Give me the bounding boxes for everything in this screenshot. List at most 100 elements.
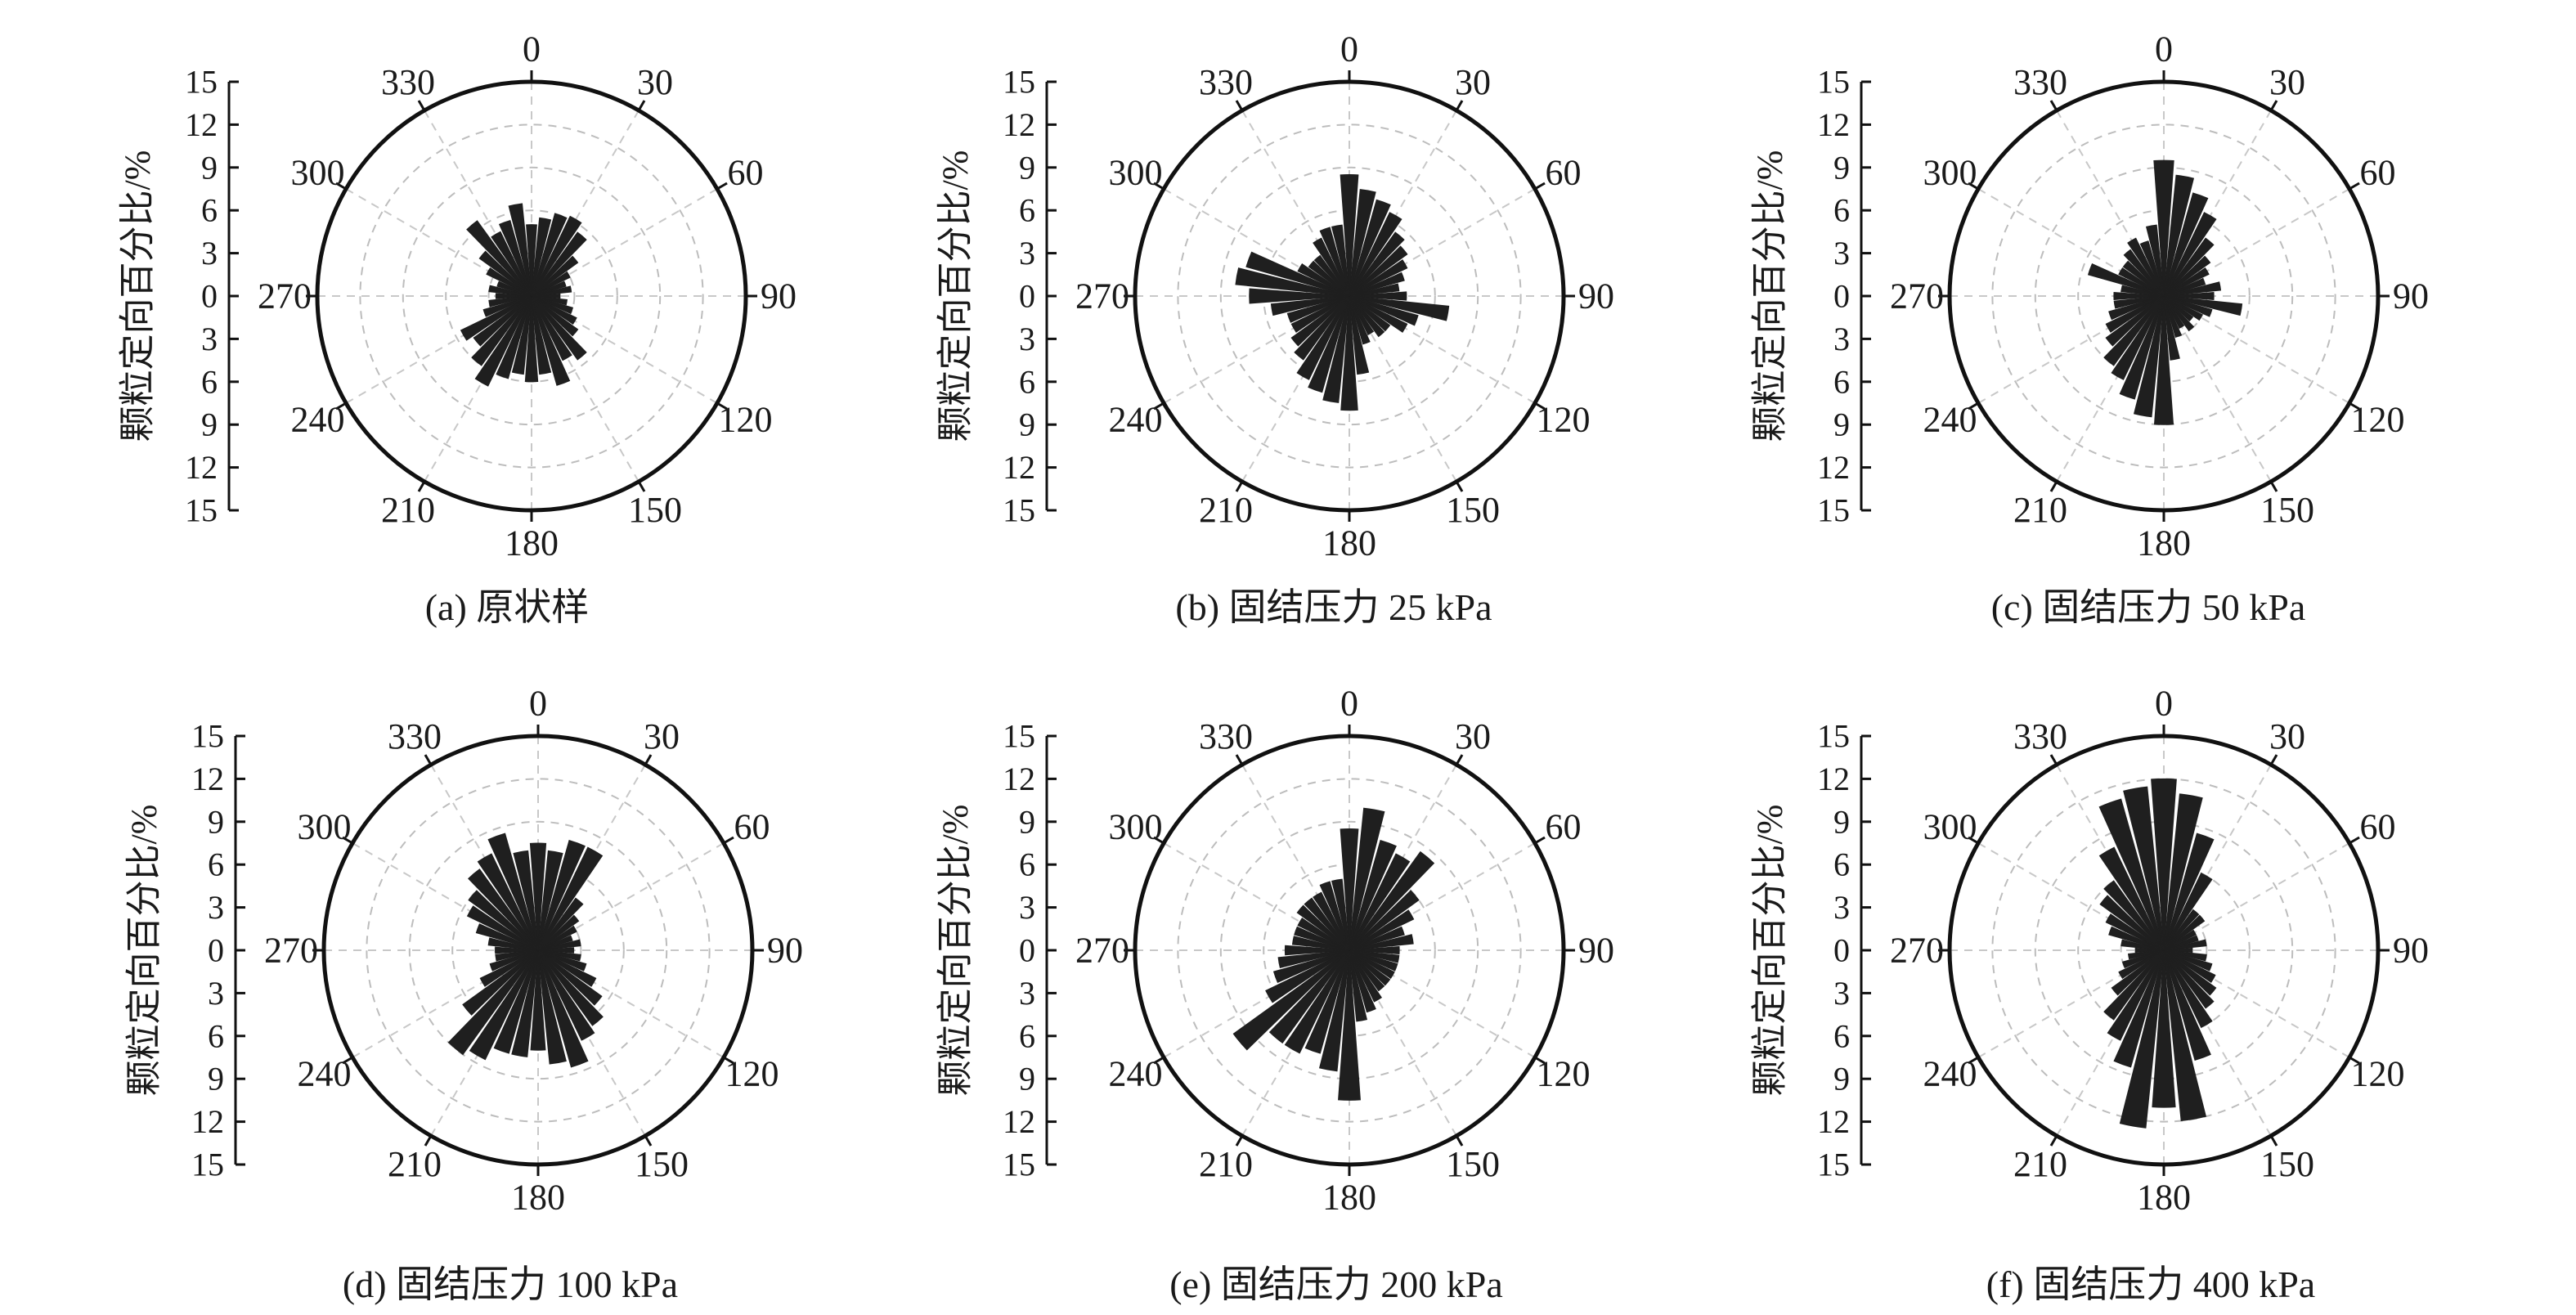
bar <box>2163 935 2199 951</box>
angle-tick-label: 150 <box>2260 490 2314 530</box>
bar <box>531 231 587 297</box>
angle-tick-label: 300 <box>290 153 344 193</box>
angle-tick-label: 180 <box>1322 523 1376 563</box>
radial-tick-label: 12 <box>1817 106 1850 143</box>
bar <box>524 295 539 383</box>
grid-ring <box>2120 906 2208 994</box>
angle-tick <box>1534 836 1546 845</box>
radial-tick-label: 12 <box>1003 449 1035 486</box>
bar <box>537 949 603 1006</box>
bar <box>2152 949 2176 1108</box>
radial-tick-label: 9 <box>1833 803 1850 840</box>
bar <box>537 949 597 987</box>
y-axis-label: 颗粒定向百分比/% <box>936 150 976 442</box>
radial-tick-label: 6 <box>201 192 218 229</box>
bar <box>2119 295 2165 400</box>
bar <box>2111 295 2165 380</box>
bar <box>531 215 582 297</box>
bar <box>466 220 532 297</box>
angle-tick-label: 150 <box>2260 1144 2314 1184</box>
bar <box>1291 936 1350 951</box>
radial-tick-label: 15 <box>1817 492 1850 529</box>
grid-ring <box>1177 778 1522 1123</box>
bar <box>508 203 532 297</box>
grid-ring <box>366 778 711 1123</box>
bar <box>537 839 586 951</box>
angle-tick-label: 330 <box>381 62 435 102</box>
radial-tick-label: 15 <box>1003 492 1035 529</box>
radial-axis: 15 12 9 6 3 0 3 6 9 12 15 <box>1003 64 1057 529</box>
radial-tick-label: 15 <box>1003 718 1035 755</box>
radial-axis: 15 12 9 6 3 0 3 6 9 12 15 <box>185 64 239 529</box>
radial-tick-label: 0 <box>208 932 224 969</box>
bar <box>1349 189 1376 297</box>
bar <box>479 949 539 987</box>
radial-tick-label: 3 <box>1019 889 1035 926</box>
bar <box>1349 909 1415 951</box>
bar <box>1349 231 1405 297</box>
angle-tick <box>2049 754 2058 765</box>
radial-tick-label: 0 <box>201 278 218 315</box>
angle-tick-label: 240 <box>297 1054 351 1094</box>
bar <box>466 905 539 951</box>
bar <box>531 295 572 361</box>
bar <box>2163 949 2215 1009</box>
bar <box>1284 945 1350 956</box>
bar <box>2151 778 2177 951</box>
bar <box>529 842 547 951</box>
bar <box>537 949 587 972</box>
bar <box>1349 272 1405 297</box>
angle-tick <box>1153 836 1165 845</box>
angle-tick-label: 300 <box>1108 807 1162 847</box>
bar <box>2118 949 2165 980</box>
bar <box>531 295 579 337</box>
radial-tick-label: 15 <box>191 1147 224 1183</box>
radial-tick-label: 12 <box>1817 1103 1850 1140</box>
radial-tick-label: 3 <box>1019 975 1035 1012</box>
bar <box>1297 918 1350 951</box>
bar <box>2163 949 2207 1122</box>
bar <box>1340 828 1359 951</box>
panel-c: 0 30 60 90 120 150 180 210 240 270 300 330 15 12 9 6 3 0 3… <box>1632 0 2491 658</box>
panel-d: 0 30 60 90 120 150 180 210 240 270 300 330 15 12 9 6 3 0 3… <box>7 654 865 1312</box>
bar <box>496 295 532 379</box>
panel-b: 0 30 60 90 120 150 180 210 240 270 300 330 15 12 9 6 3 0 3… <box>818 0 1676 658</box>
angle-tick-label: 240 <box>1108 1054 1162 1094</box>
radial-tick-label: 12 <box>1817 449 1850 486</box>
bar <box>537 914 580 951</box>
bar <box>1349 850 1435 951</box>
bar <box>2163 295 2194 322</box>
bar <box>1349 295 1370 375</box>
bar <box>2163 909 2200 951</box>
bar <box>531 295 577 325</box>
bar <box>2163 949 2216 983</box>
bar <box>1235 267 1350 297</box>
angle-tick-label: 210 <box>388 1144 442 1184</box>
angle-axis: 0 30 60 90 120 150 180 210 240 270 300 330 <box>1075 684 1614 1218</box>
angle-tick <box>1534 402 1546 411</box>
angle-tick-label: 270 <box>264 931 318 971</box>
bar <box>2113 295 2165 309</box>
angle-tick-label: 150 <box>635 1144 689 1184</box>
grid-ring <box>487 252 576 340</box>
radial-tick-label: 12 <box>185 449 218 486</box>
grid-ring <box>359 123 704 469</box>
bar <box>1349 283 1400 297</box>
bar <box>2153 159 2174 297</box>
bar <box>537 846 604 951</box>
angle-tick-label: 90 <box>2393 931 2429 971</box>
angle-tick <box>1968 402 1979 411</box>
y-axis-label: 颗粒定向百分比/% <box>936 805 976 1097</box>
bar <box>487 833 539 951</box>
angle-tick <box>1968 836 1979 845</box>
angle-tick-label: 300 <box>1923 807 1977 847</box>
bar <box>1319 227 1350 297</box>
angle-tick-label: 120 <box>719 400 773 440</box>
angle-tick <box>342 1056 353 1065</box>
panel-f: 0 30 60 90 120 150 180 210 240 270 300 330 15 12 9 6 3 0 3… <box>1632 654 2491 1312</box>
radial-tick-label: 15 <box>1817 718 1850 755</box>
bar <box>487 937 539 951</box>
radial-tick-label: 9 <box>208 803 224 840</box>
bar <box>1349 259 1408 297</box>
angle-tick-label: 240 <box>1108 400 1162 440</box>
